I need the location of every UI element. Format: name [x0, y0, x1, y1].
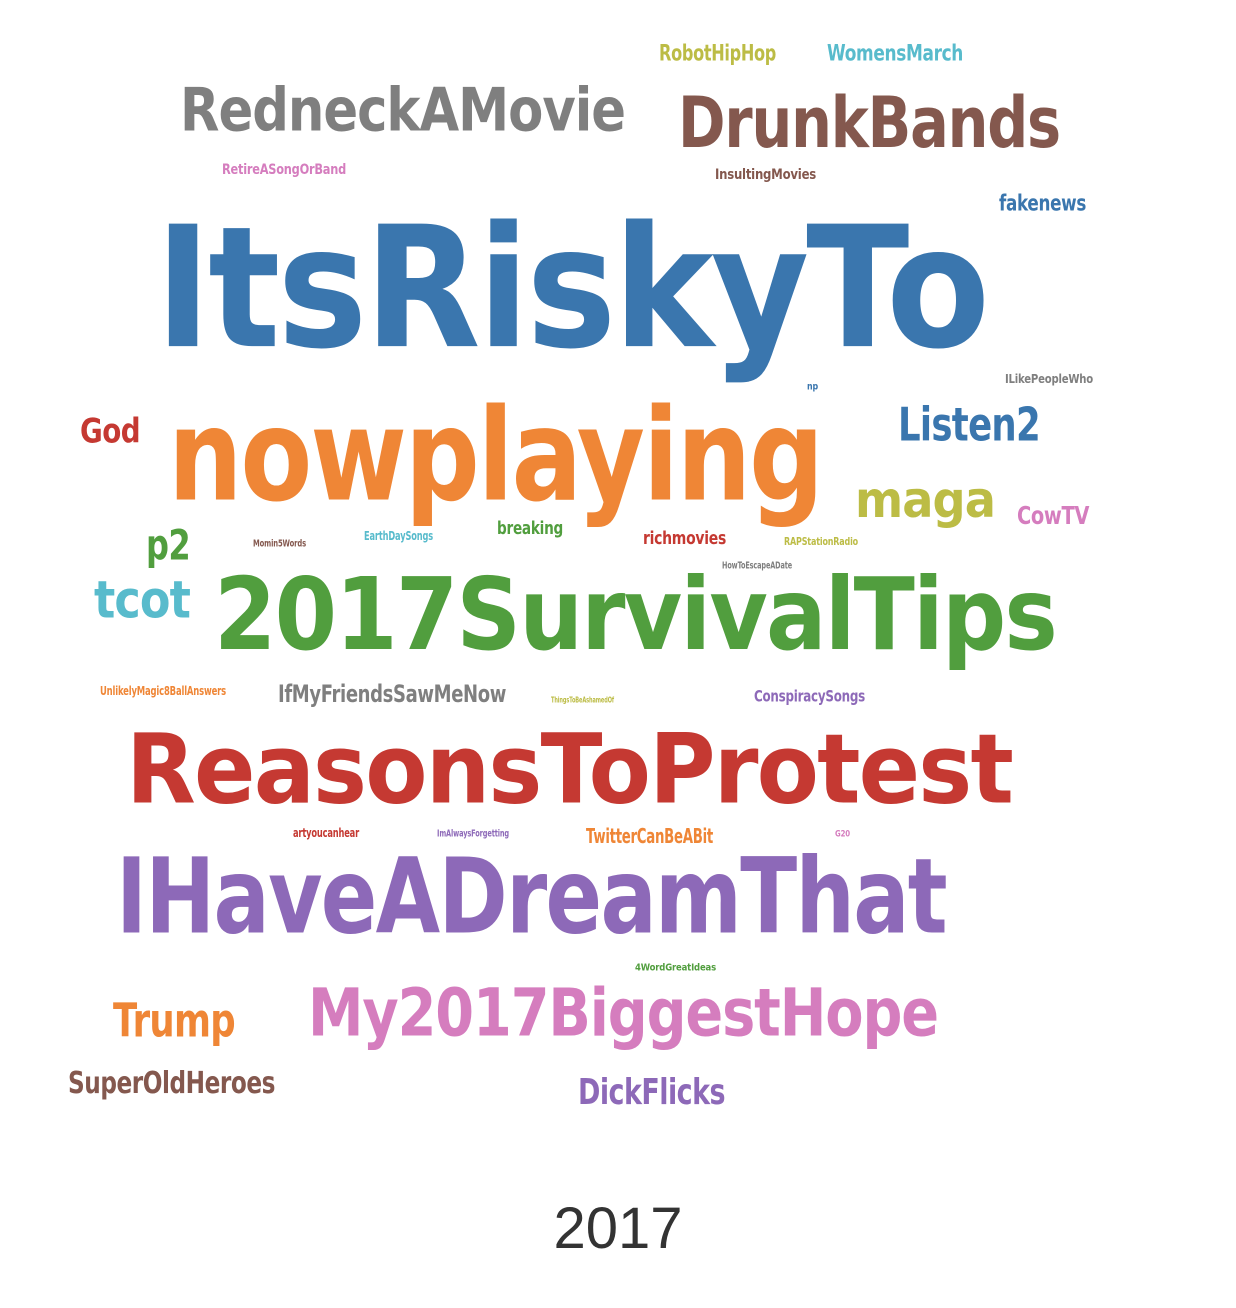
word-25: InsultingMovies [715, 165, 816, 183]
word-17: IfMyFriendsSawMeNow [278, 679, 506, 708]
word-26: RetireASongOrBand [222, 160, 346, 178]
word-34: RAPStationRadio [784, 535, 858, 548]
word-33: HowToEscapeADate [722, 559, 792, 571]
word-29: UnlikelyMagic8BallAnswers [100, 683, 226, 698]
word-8: maga [855, 470, 996, 529]
word-6: My2017BiggestHope [308, 974, 939, 1052]
word-0: ItsRiskyTo [155, 189, 990, 387]
word-36: G20 [835, 828, 850, 839]
word-14: DickFlicks [578, 1070, 726, 1113]
word-31: ImAlwaysForgetting [437, 827, 509, 839]
word-16: CowTV [1017, 500, 1089, 530]
word-cloud: ItsRiskyTo nowplaying 2017SurvivalTips R… [68, 40, 1093, 1113]
word-30: artyoucanhear [293, 825, 359, 840]
word-27: ILikePeopleWho [1005, 371, 1093, 386]
word-18: RobotHipHop [659, 40, 776, 66]
word-28: EarthDaySongs [364, 528, 433, 543]
word-24: ConspiracySongs [754, 686, 865, 706]
word-35: 4WordGreatIdeas [635, 961, 716, 973]
word-9: tcot [94, 569, 191, 631]
word-20: fakenews [999, 190, 1086, 216]
word-32: Momin5Words [253, 537, 306, 549]
word-10: Listen2 [898, 397, 1041, 452]
year-caption: 2017 [553, 1196, 683, 1261]
word-7: RedneckAMovie [180, 74, 626, 145]
word-19: WomensMarch [827, 40, 963, 66]
word-3: ReasonsToProtest [126, 713, 1014, 826]
word-4: IHaveADreamThat [116, 835, 948, 958]
word-21: TwitterCanBeABit [586, 824, 713, 848]
word-12: p2 [146, 520, 191, 570]
word-23: richmovies [643, 527, 726, 549]
word-11: Trump [113, 993, 236, 1048]
word-5: DrunkBands [678, 81, 1061, 164]
word-37: ThingsToBeAshamedOf [551, 695, 614, 705]
word-38: np [807, 380, 818, 392]
word-22: breaking [497, 517, 563, 539]
word-2: 2017SurvivalTips [214, 556, 1058, 673]
word-13: God [80, 410, 141, 451]
word-1: nowplaying [168, 380, 824, 531]
word-15: SuperOldHeroes [68, 1065, 275, 1101]
